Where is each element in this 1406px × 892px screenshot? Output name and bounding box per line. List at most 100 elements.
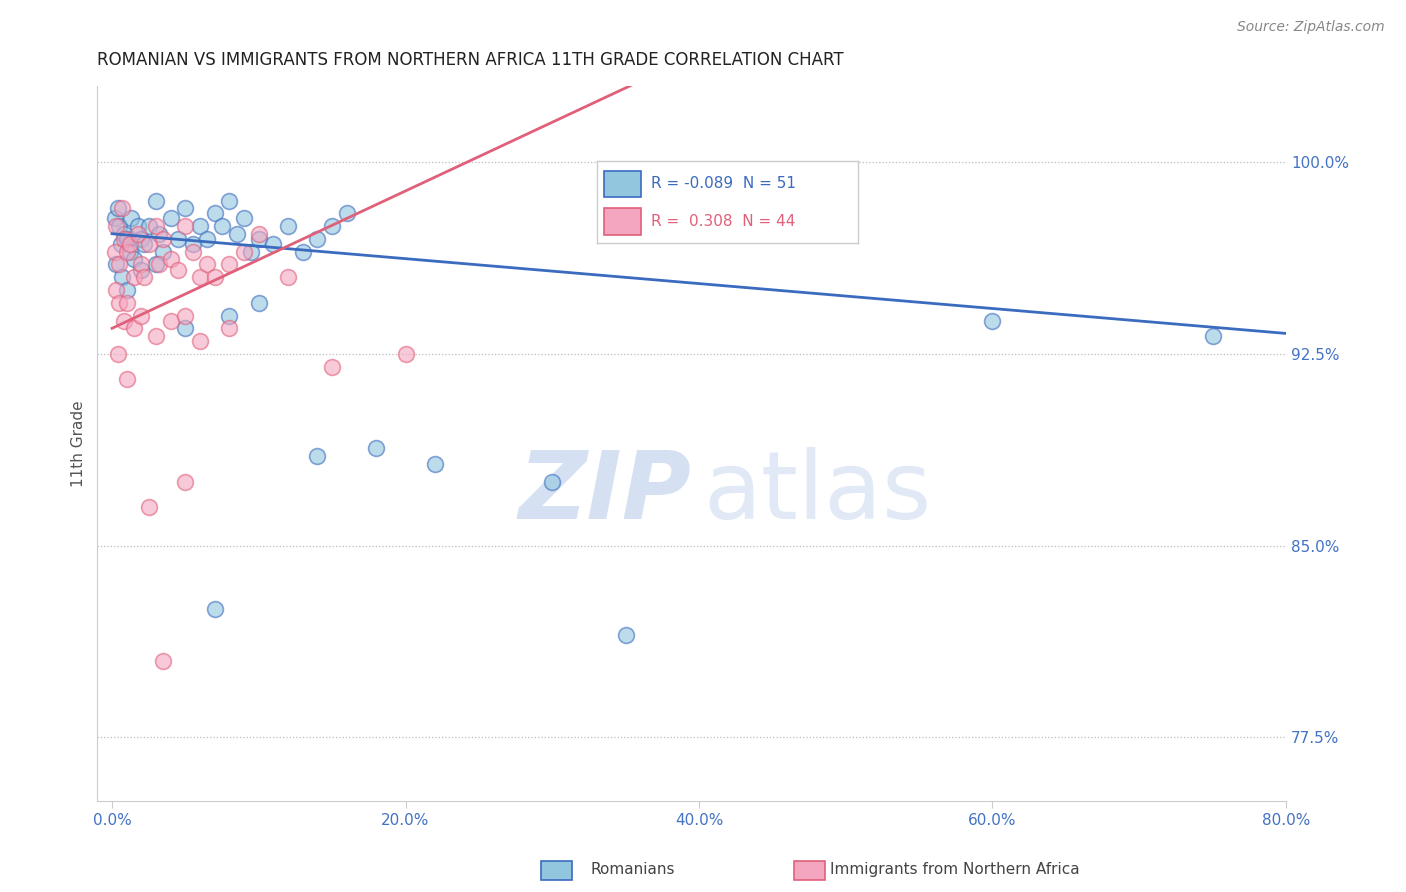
Point bbox=[120, 211, 142, 226]
Y-axis label: 11th Grade: 11th Grade bbox=[72, 400, 86, 487]
Point bbox=[152, 244, 174, 259]
Point bbox=[115, 283, 138, 297]
Point bbox=[321, 219, 343, 233]
Point bbox=[148, 257, 170, 271]
Point bbox=[108, 219, 131, 233]
Point bbox=[115, 372, 138, 386]
Point bbox=[115, 232, 138, 246]
Point bbox=[277, 219, 299, 233]
Point bbox=[174, 309, 197, 323]
Text: Source: ZipAtlas.com: Source: ZipAtlas.com bbox=[1237, 20, 1385, 34]
Point bbox=[159, 252, 181, 267]
Point bbox=[131, 232, 153, 246]
Text: Immigrants from Northern Africa: Immigrants from Northern Africa bbox=[830, 863, 1080, 877]
Point bbox=[262, 237, 284, 252]
Point bbox=[145, 329, 167, 343]
Point bbox=[105, 283, 128, 297]
Point bbox=[188, 270, 211, 285]
Point bbox=[110, 237, 132, 252]
Point bbox=[112, 232, 135, 246]
Point bbox=[197, 232, 219, 246]
Point bbox=[321, 359, 343, 374]
Point bbox=[112, 313, 135, 327]
Point bbox=[104, 244, 127, 259]
Text: Romanians: Romanians bbox=[591, 863, 675, 877]
Point bbox=[152, 232, 174, 246]
Point bbox=[247, 295, 270, 310]
Point bbox=[197, 257, 219, 271]
Point bbox=[107, 347, 129, 361]
Point bbox=[174, 321, 197, 335]
Point bbox=[127, 227, 149, 241]
Point bbox=[118, 237, 141, 252]
Point bbox=[247, 232, 270, 246]
Point bbox=[104, 211, 127, 226]
Point bbox=[225, 227, 247, 241]
Point bbox=[336, 206, 359, 220]
Point bbox=[247, 227, 270, 241]
Point bbox=[105, 257, 128, 271]
Point bbox=[366, 442, 388, 456]
Point bbox=[394, 347, 416, 361]
Point bbox=[159, 211, 181, 226]
Point bbox=[115, 295, 138, 310]
Point bbox=[138, 237, 160, 252]
Point bbox=[167, 232, 190, 246]
Text: ZIP: ZIP bbox=[519, 448, 692, 540]
Point bbox=[131, 309, 153, 323]
Point bbox=[291, 244, 314, 259]
Point bbox=[204, 602, 226, 616]
Point bbox=[145, 257, 167, 271]
Point bbox=[188, 219, 211, 233]
Point bbox=[204, 270, 226, 285]
Point bbox=[105, 219, 128, 233]
Point bbox=[174, 475, 197, 489]
Point bbox=[111, 270, 134, 285]
Point bbox=[145, 194, 167, 208]
Point bbox=[174, 219, 197, 233]
Point bbox=[307, 449, 329, 463]
Point bbox=[122, 270, 145, 285]
Point bbox=[218, 257, 240, 271]
Point bbox=[167, 262, 190, 277]
Point bbox=[107, 201, 129, 215]
Point bbox=[218, 194, 240, 208]
Text: ROMANIAN VS IMMIGRANTS FROM NORTHERN AFRICA 11TH GRADE CORRELATION CHART: ROMANIAN VS IMMIGRANTS FROM NORTHERN AFR… bbox=[97, 51, 844, 69]
Point bbox=[204, 206, 226, 220]
Point bbox=[181, 244, 204, 259]
Point bbox=[115, 244, 138, 259]
Point bbox=[181, 237, 204, 252]
Point bbox=[541, 475, 564, 489]
Point bbox=[981, 313, 1004, 327]
Point bbox=[108, 295, 131, 310]
Point bbox=[134, 237, 156, 252]
Point bbox=[131, 257, 153, 271]
Point bbox=[148, 227, 170, 241]
Point bbox=[218, 321, 240, 335]
Point bbox=[108, 257, 131, 271]
Point bbox=[112, 227, 135, 241]
Point bbox=[134, 270, 156, 285]
Text: atlas: atlas bbox=[703, 448, 932, 540]
Point bbox=[233, 211, 256, 226]
Point bbox=[127, 219, 149, 233]
Point bbox=[211, 219, 233, 233]
Point bbox=[614, 628, 637, 642]
Point bbox=[423, 457, 446, 471]
Point bbox=[233, 244, 256, 259]
Point bbox=[152, 654, 174, 668]
Point bbox=[307, 232, 329, 246]
Point bbox=[138, 219, 160, 233]
Point bbox=[159, 313, 181, 327]
Point bbox=[138, 500, 160, 515]
Point bbox=[174, 201, 197, 215]
Point bbox=[131, 262, 153, 277]
Point bbox=[1201, 329, 1223, 343]
Point bbox=[122, 252, 145, 267]
Point bbox=[111, 201, 134, 215]
Point bbox=[240, 244, 263, 259]
Point bbox=[118, 244, 141, 259]
Point bbox=[122, 321, 145, 335]
Point bbox=[218, 309, 240, 323]
Point bbox=[277, 270, 299, 285]
